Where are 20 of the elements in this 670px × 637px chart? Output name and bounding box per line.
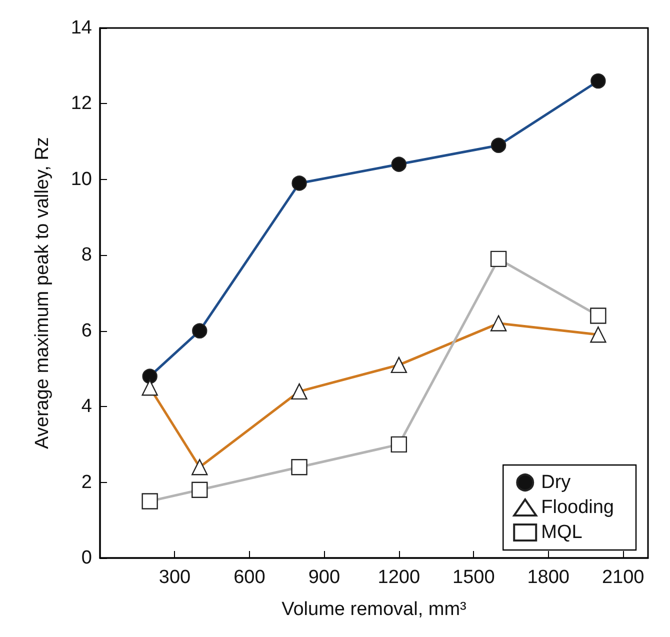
y-axis-title: Average maximum peak to valley, Rz: [32, 137, 53, 449]
x-tick-label: 600: [234, 567, 266, 588]
x-tick-label: 2100: [602, 567, 644, 588]
x-tick-label: 300: [158, 567, 191, 588]
x-tick-label: 1200: [378, 567, 420, 588]
y-tick-label: 4: [81, 396, 92, 418]
y-tick-label: 2: [81, 472, 92, 493]
y-tick-label: 14: [70, 18, 92, 38]
y-tick-label: 6: [81, 320, 92, 342]
legend-label: Flooding: [541, 497, 614, 518]
x-tick-label: 1500: [452, 567, 495, 588]
x-axis-title: Volume removal, mm³: [282, 599, 466, 620]
x-tick-label: 900: [308, 567, 340, 588]
legend-label: Dry: [541, 472, 572, 493]
legend-label: MQL: [541, 522, 582, 543]
y-tick-label: 12: [70, 93, 92, 114]
x-tick-label: 1800: [527, 567, 570, 588]
y-tick-label: 0: [81, 548, 92, 568]
y-tick-label: 10: [70, 168, 92, 190]
y-tick-label: 8: [81, 244, 92, 266]
